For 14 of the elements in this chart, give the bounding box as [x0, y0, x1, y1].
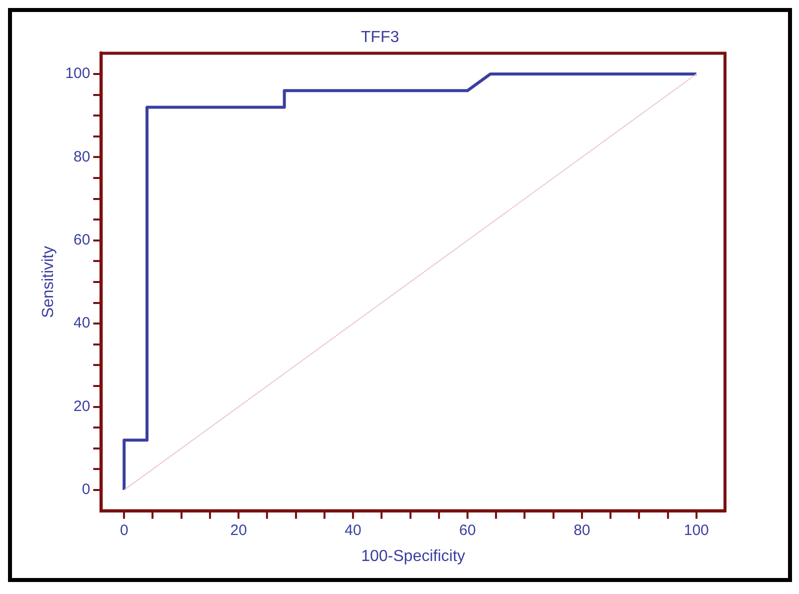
y-tick-label: 20	[74, 398, 90, 415]
y-tick-label: 60	[74, 232, 90, 249]
y-tick-label: 80	[74, 148, 90, 166]
x-tick-label: 20	[230, 522, 247, 539]
y-axis-title: Sensitivity	[40, 246, 58, 318]
x-tick-label: 80	[574, 522, 590, 539]
x-tick-label: 40	[344, 522, 362, 539]
y-tick-label: 40	[74, 314, 90, 332]
y-tick-label: 0	[82, 481, 90, 498]
chart-title: TFF3	[360, 29, 400, 46]
x-tick-label: 100	[684, 522, 709, 539]
x-tick-label: 60	[459, 522, 476, 539]
y-tick-label: 100	[65, 65, 90, 82]
x-tick-label: 0	[120, 522, 128, 539]
